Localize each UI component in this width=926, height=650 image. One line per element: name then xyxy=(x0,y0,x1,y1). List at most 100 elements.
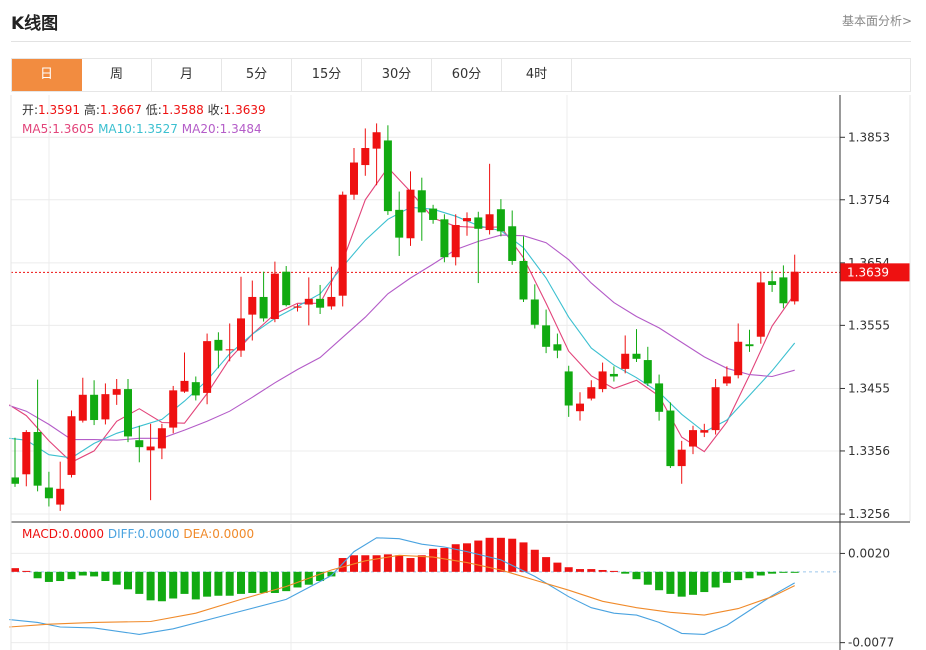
candle-body xyxy=(248,296,257,315)
macd-bar xyxy=(530,549,539,572)
macd-legend-item: DEA:0.0000 xyxy=(180,527,255,541)
candle-body xyxy=(711,387,720,431)
candle-body xyxy=(180,380,189,392)
candle-body xyxy=(67,416,76,475)
candle xyxy=(587,380,596,401)
candle xyxy=(756,271,765,344)
candle-body xyxy=(56,488,65,505)
candle xyxy=(11,437,19,487)
candle xyxy=(485,163,494,235)
macd-bar xyxy=(270,571,279,593)
ohlc-value: 1.3591 xyxy=(38,103,80,117)
candle-body xyxy=(78,394,87,421)
macd-bar xyxy=(78,571,87,576)
ohlc-value: 1.3639 xyxy=(224,103,266,117)
candle-body xyxy=(33,432,42,486)
candle xyxy=(191,376,200,401)
macd-bar xyxy=(417,555,426,572)
candle xyxy=(270,261,279,323)
macd-bar xyxy=(33,571,42,579)
tab-5min[interactable]: 5分 xyxy=(222,59,292,91)
macd-bar xyxy=(508,538,517,572)
candle-body xyxy=(666,410,675,467)
candle-body xyxy=(576,403,584,412)
macd-bar xyxy=(67,571,76,580)
candle xyxy=(655,374,664,421)
candle xyxy=(677,440,686,484)
macd-bar xyxy=(372,555,381,572)
tab-day[interactable]: 日 xyxy=(12,59,82,91)
macd-bar xyxy=(259,571,268,593)
y-tick-label: 1.3256 xyxy=(848,507,890,521)
macd-bar xyxy=(406,558,415,572)
candle xyxy=(22,430,31,487)
candle xyxy=(395,191,404,256)
candle xyxy=(44,471,53,507)
macd-bar xyxy=(191,571,200,600)
macd-bar xyxy=(598,569,607,572)
ohlc-line: 开:1.3591 高:1.3667 低:1.3588 收:1.3639 xyxy=(22,102,266,117)
macd-bar xyxy=(722,571,731,583)
candle-body xyxy=(768,281,777,285)
candle-body xyxy=(643,360,652,384)
ohlc-value: 1.3667 xyxy=(100,103,142,117)
candle xyxy=(790,254,799,305)
candle-body xyxy=(496,209,505,232)
header-divider xyxy=(11,41,911,42)
candle-body xyxy=(304,298,313,305)
tab-15min[interactable]: 15分 xyxy=(292,59,362,91)
macd-bar xyxy=(90,571,99,577)
candle-body xyxy=(395,209,404,238)
macd-bar xyxy=(689,571,697,595)
ma-legend-label: MA5: xyxy=(22,122,52,136)
macd-bar xyxy=(711,571,720,588)
macd-bar xyxy=(621,571,630,574)
candle-body xyxy=(553,344,562,351)
fundamental-analysis-link[interactable]: 基本面分析> xyxy=(841,14,912,28)
tab-month[interactable]: 月 xyxy=(152,59,222,91)
candle-body xyxy=(689,430,697,447)
candle xyxy=(248,280,257,341)
macd-bar xyxy=(655,571,664,591)
candle-body xyxy=(112,389,121,395)
macd-bar xyxy=(576,569,584,572)
macd-y-tick-label: 0.0020 xyxy=(848,546,890,560)
candle xyxy=(214,332,223,369)
candle xyxy=(203,333,212,405)
macd-bar xyxy=(553,562,562,572)
macd-bar xyxy=(237,571,245,594)
macd-bar xyxy=(451,544,460,572)
candle-body xyxy=(361,148,370,166)
macd-bar xyxy=(124,571,132,590)
candle xyxy=(632,329,641,362)
candle xyxy=(383,125,392,215)
macd-legend-item: DIFF:0.0000 xyxy=(104,527,180,541)
macd-bar xyxy=(112,571,121,585)
tab-60min[interactable]: 60分 xyxy=(432,59,502,91)
candle xyxy=(146,423,155,501)
candle xyxy=(621,335,630,374)
tab-4hour[interactable]: 4时 xyxy=(502,59,572,91)
candle xyxy=(643,346,652,386)
candle xyxy=(406,171,415,246)
macd-bar xyxy=(542,557,551,572)
candle-body xyxy=(270,273,279,320)
y-tick-label: 1.3455 xyxy=(848,381,890,395)
macd-bar xyxy=(361,555,370,572)
dea-line xyxy=(9,554,795,628)
ohlc-label: 收: xyxy=(204,103,224,117)
candle xyxy=(259,271,268,322)
candle xyxy=(350,148,358,200)
y-tick-label: 1.3754 xyxy=(848,193,890,207)
candle-body xyxy=(474,217,483,229)
macd-bar xyxy=(135,571,144,594)
macd-bar xyxy=(22,570,31,572)
macd-bar xyxy=(383,554,392,572)
macd-legend-item: MACD:0.0000 xyxy=(22,527,104,541)
macd-bar xyxy=(157,571,166,602)
candle xyxy=(338,191,347,307)
tab-week[interactable]: 周 xyxy=(82,59,152,91)
tab-30min[interactable]: 30分 xyxy=(362,59,432,91)
candle-body xyxy=(609,373,618,377)
